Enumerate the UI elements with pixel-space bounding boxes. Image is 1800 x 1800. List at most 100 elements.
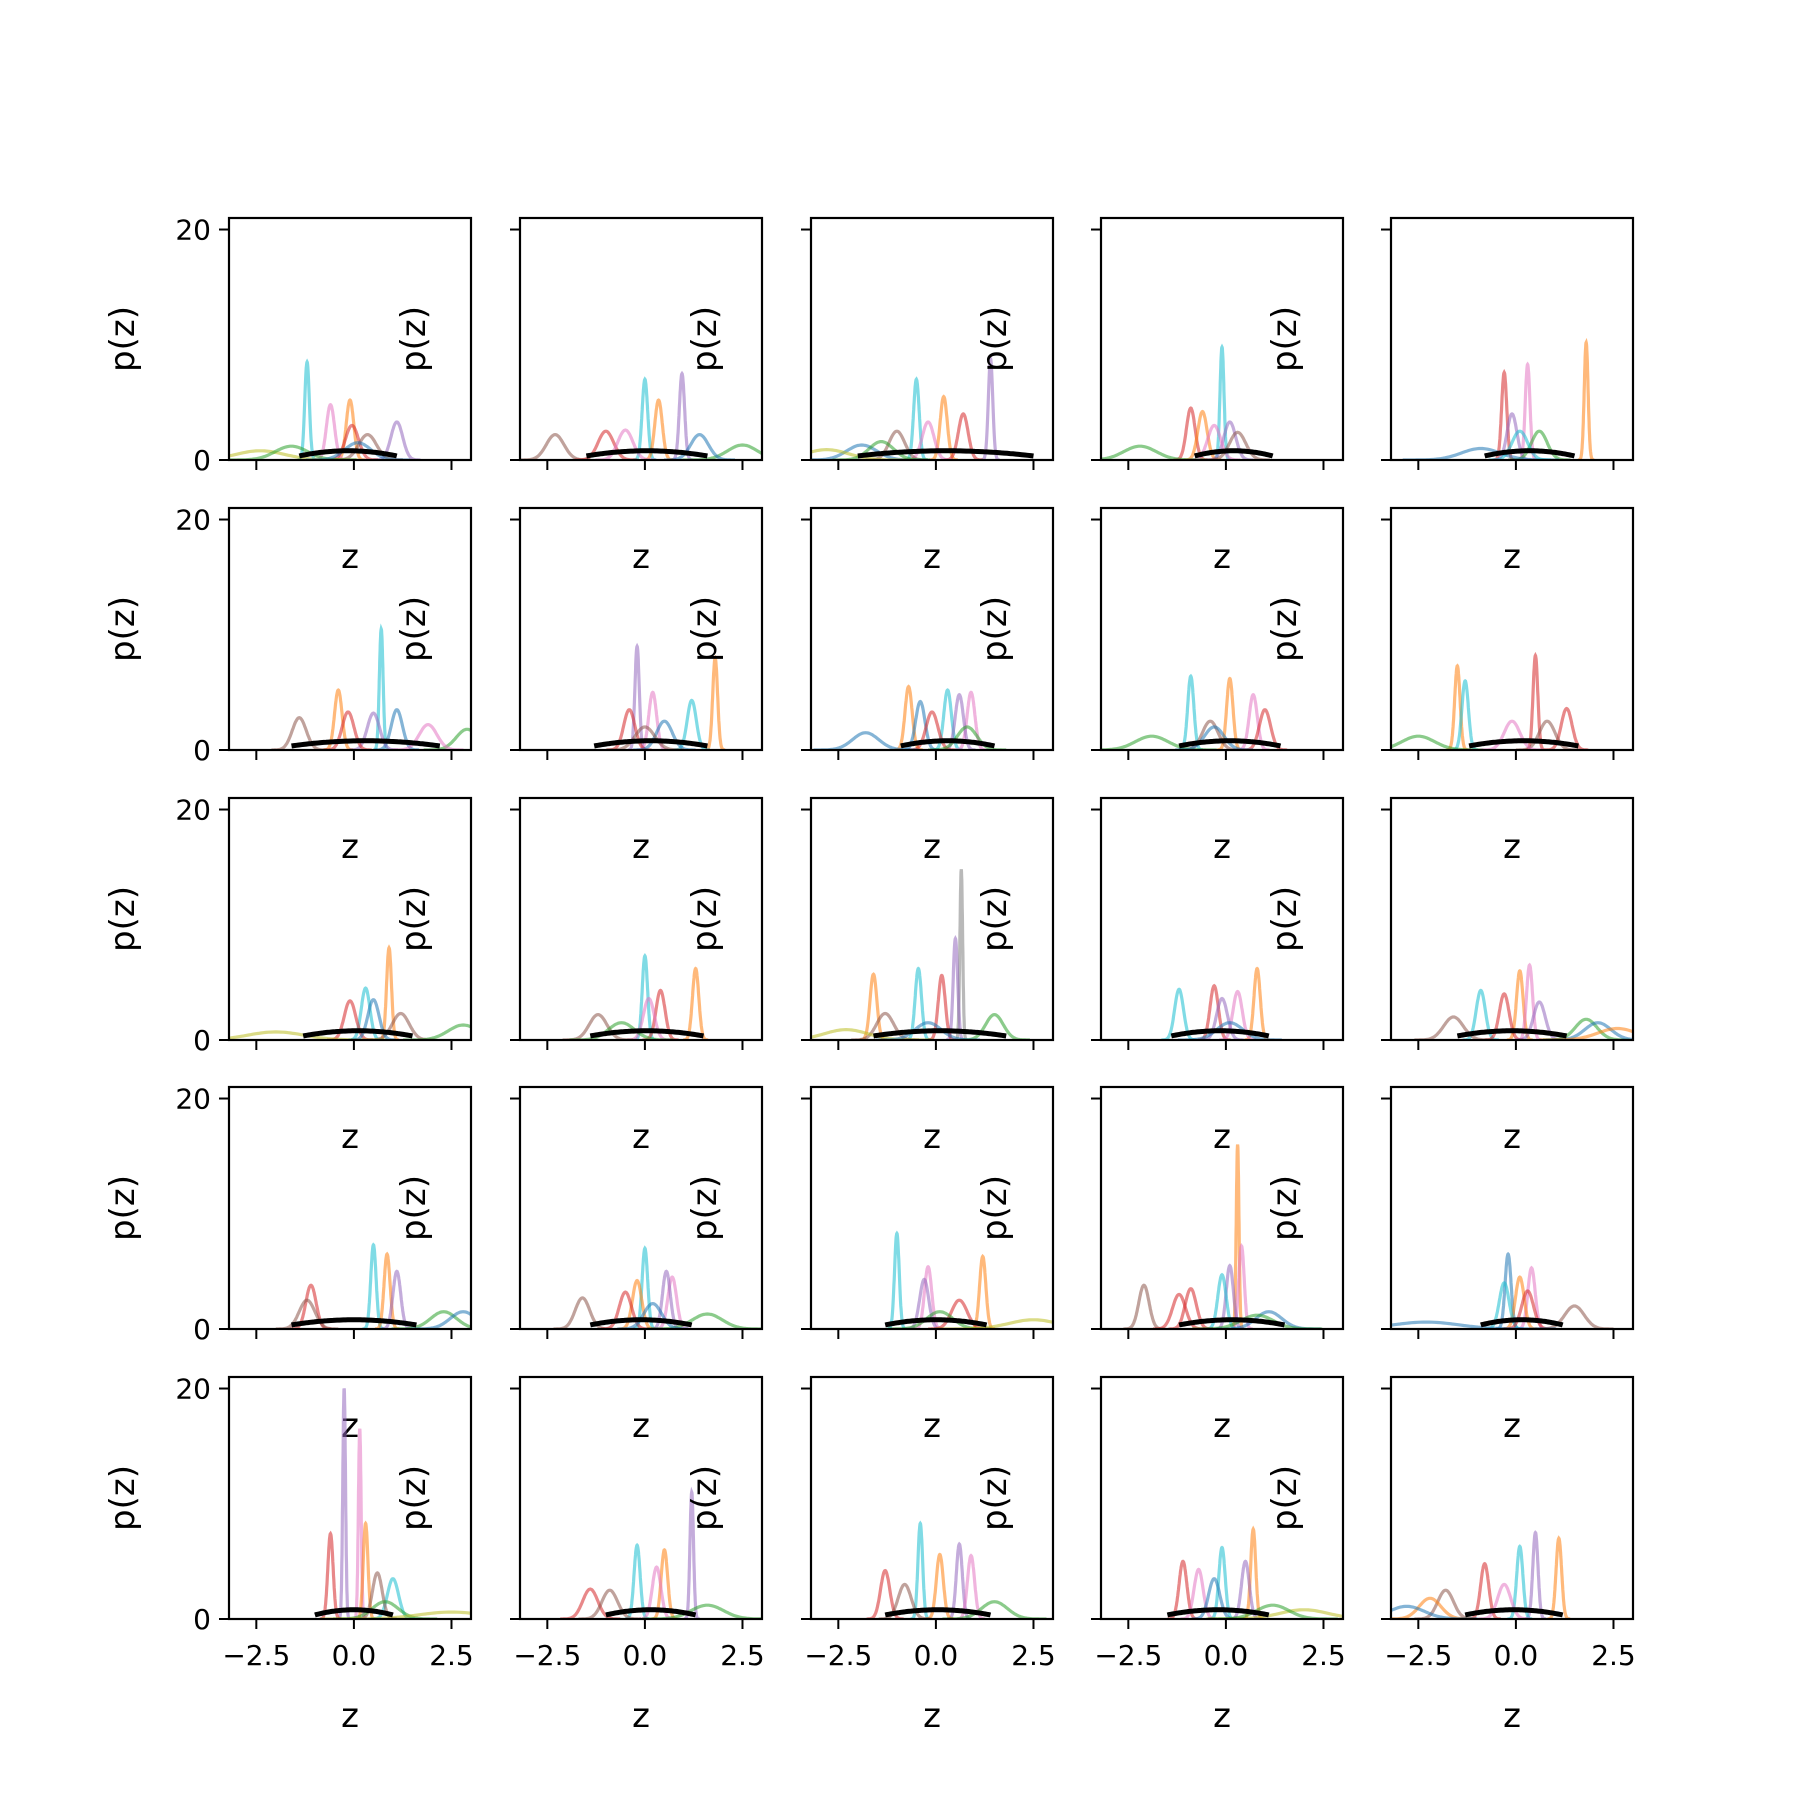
y-axis-label: p(z) [103, 596, 143, 662]
y-tick-label: 0 [193, 734, 211, 767]
y-axis-label: p(z) [394, 306, 434, 372]
y-axis-label: p(z) [685, 306, 725, 372]
plot-area [811, 354, 1034, 460]
plot-area [562, 953, 709, 1040]
series-line-5 [1200, 996, 1244, 1040]
y-axis-label: p(z) [975, 306, 1015, 372]
axes-frame [518, 506, 764, 752]
y-axis-label: p(z) [975, 1175, 1015, 1241]
y-axis-label: p(z) [394, 886, 434, 952]
envelope-line [1178, 1317, 1286, 1328]
y-tick-label: 0 [193, 444, 211, 477]
series-line-7 [1101, 444, 1206, 460]
plot-area [553, 1245, 762, 1329]
envelope-line [1464, 1607, 1564, 1618]
axes-frame [1099, 796, 1345, 1042]
series-line-1 [633, 1245, 657, 1329]
axes-frame [1099, 216, 1345, 462]
axes-frame [518, 1375, 764, 1621]
plot-area [1166, 1525, 1343, 1619]
envelope-line [298, 448, 398, 459]
envelope-line [314, 1607, 394, 1618]
axes-frame [1389, 1375, 1635, 1621]
series-line-2 [683, 966, 709, 1040]
x-axis-label: z [1503, 1696, 1521, 1736]
x-axis-label: z [1213, 1117, 1231, 1157]
x-axis-label: z [1213, 827, 1231, 867]
subplot-3-5: z p(z) [1265, 796, 1635, 1157]
x-axis-label: z [1503, 827, 1521, 867]
axes-frame [809, 796, 1055, 1042]
x-axis-label: z [923, 537, 941, 577]
x-axis-label: z [632, 1696, 650, 1736]
x-axis-label: z [341, 1117, 359, 1157]
plot-area [1402, 337, 1595, 460]
subplot-4-1: z 0 20 p(z) [103, 1083, 473, 1446]
series-line-1 [633, 376, 657, 460]
envelope-line [605, 1607, 697, 1618]
x-axis-label: z [1213, 537, 1231, 577]
axes-frame [809, 1375, 1055, 1621]
plot-area [1101, 673, 1288, 750]
series-line-1 [1525, 651, 1546, 750]
y-tick-label: 20 [175, 1083, 211, 1116]
plot-area [275, 1242, 471, 1329]
y-axis-label: p(z) [394, 596, 434, 662]
plot-area [866, 1520, 1047, 1619]
plot-area [1414, 962, 1633, 1040]
series-line-4 [520, 432, 591, 460]
y-axis-label: p(z) [1265, 1465, 1305, 1531]
subplot-4-4: z p(z) [975, 1085, 1345, 1446]
subplot-4-2: z p(z) [394, 1085, 764, 1446]
y-axis-label: p(z) [975, 886, 1015, 952]
series-line-4 [373, 420, 421, 460]
series-line-1 [297, 358, 317, 460]
plot-area [271, 623, 471, 750]
envelope-line [1468, 738, 1579, 749]
axes-frame [1099, 1375, 1345, 1621]
y-axis-label: p(z) [685, 596, 725, 662]
envelope-line [1193, 448, 1274, 459]
x-axis-label: z [632, 827, 650, 867]
subplot-5-1: −2.5 0.0 2.5 z 0 20 p(z) [103, 1373, 474, 1736]
axes-frame [1389, 796, 1635, 1042]
x-axis-label: z [632, 1406, 650, 1446]
axes-frame [1389, 1085, 1635, 1331]
x-axis-label: z [341, 1696, 359, 1736]
x-tick-label: 0.0 [914, 1639, 959, 1672]
envelope-line [1166, 1607, 1270, 1618]
series-line-2 [1547, 1535, 1571, 1619]
axes-frame [227, 1085, 473, 1331]
series-line-2 [704, 654, 726, 750]
subplot-3-4: z p(z) [975, 796, 1345, 1157]
x-axis-label: z [1503, 537, 1521, 577]
y-axis-label: p(z) [1265, 306, 1305, 372]
plot-area [1161, 966, 1282, 1040]
x-axis-label: z [923, 827, 941, 867]
envelope-line [1178, 738, 1282, 749]
envelope-line [1170, 1028, 1270, 1039]
x-tick-label: 2.5 [1591, 1639, 1636, 1672]
series-line-3 [929, 394, 958, 460]
y-axis-label: p(z) [685, 1465, 725, 1531]
series-line-1 [1506, 968, 1533, 1040]
envelope-line [589, 1028, 705, 1039]
subplot-5-4: −2.5 0.0 2.5 z p(z) [975, 1375, 1346, 1736]
x-axis-label: z [923, 1696, 941, 1736]
series-line-1 [1577, 337, 1595, 460]
plot-area [520, 370, 762, 460]
y-tick-label: 20 [175, 1373, 211, 1406]
series-line-5 [574, 429, 638, 460]
series-line-4 [1545, 706, 1589, 750]
envelope-line [291, 1317, 417, 1328]
x-tick-label: 2.5 [720, 1639, 765, 1672]
y-axis-label: p(z) [394, 1175, 434, 1241]
series-line-4 [925, 1552, 954, 1619]
plot-area [813, 684, 1007, 750]
envelope-line [589, 1317, 693, 1328]
x-axis-label: z [1503, 1117, 1521, 1157]
envelope-line [585, 448, 708, 459]
series-line-6 [1123, 1283, 1165, 1329]
envelope-line [1484, 448, 1576, 459]
envelope-line [1480, 1317, 1564, 1328]
